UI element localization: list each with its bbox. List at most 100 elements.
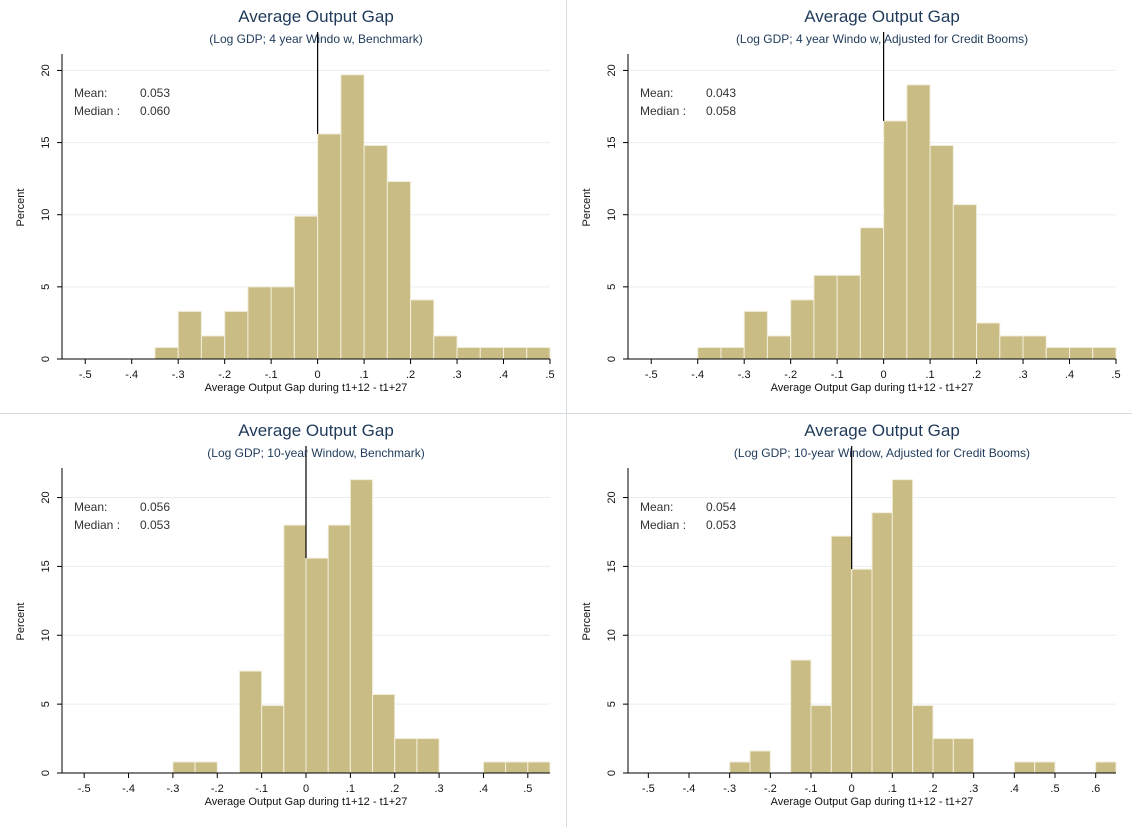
histogram-bar [317,133,342,360]
histogram-bar [503,346,528,360]
x-tick-label: .3 [452,369,461,381]
y-tick-label: 15 [40,560,52,572]
histogram-chart-2: -.5 -.4 -.3 -.2 -.1 0 .1 .2 .3 .4 .5 0 5 10 15 20 Averag… [581,7,1121,394]
histogram-bar [729,761,751,774]
y-tick-label: 0 [606,356,618,362]
histogram-bar [283,524,307,774]
histogram-bar [813,274,838,360]
y-tick-label: 0 [40,356,52,362]
histogram-bar [224,310,249,360]
x-tick-label: -.2 [784,369,797,381]
x-tick-label: .5 [545,369,554,381]
histogram-bar [327,524,351,774]
histogram-bar [851,568,873,774]
histogram-bar [1095,761,1117,774]
histogram-panel-1: -.5 -.4 -.3 -.2 -.1 0 .1 .2 .3 .4 .5 0 5 10 15 20 Averag… [0,0,566,413]
x-tick-label: 0 [315,369,321,381]
histogram-chart-4: -.5 -.4 -.3 -.2 -.1 0 .1 .2 .3 .4 .5 .6 0 5 10 15 20 Aver… [581,421,1117,808]
histogram-bar [177,310,202,360]
y-tick-label: 5 [40,284,52,290]
stat-mean-value: 0.053 [140,86,170,100]
chart-subtitle: (Log GDP; 10-year Window, Adjusted for C… [734,446,1030,460]
stat-mean-label: Mean: [74,86,107,100]
histogram-bar [154,346,179,360]
y-tick-label: 20 [40,64,52,76]
stat-mean-value: 0.043 [706,86,736,100]
y-tick-label: 5 [606,284,618,290]
x-tick-label: -.5 [79,369,92,381]
x-axis-label: Average Output Gap during t1+12 - t1+27 [205,382,408,394]
chart-title: Average Output Gap [238,421,394,440]
histogram-bar [976,322,1001,360]
x-tick-label: -.5 [642,783,655,795]
x-tick-label: .1 [346,783,355,795]
x-tick-label: .3 [1018,369,1027,381]
y-tick-label: 20 [606,64,618,76]
x-tick-label: -.2 [764,783,777,795]
stat-mean-value: 0.054 [706,500,736,514]
x-tick-label: .1 [926,369,935,381]
stat-median-label: Median : [74,104,120,118]
histogram-panel-3: -.5 -.4 -.3 -.2 -.1 0 .1 .2 .3 .4 .5 0 5 10 15 20 Averag… [0,414,566,827]
histogram-bar [932,738,954,774]
chart-title: Average Output Gap [804,7,960,26]
x-axis-label: Average Output Gap during t1+12 - t1+27 [205,796,408,808]
histogram-chart-1: -.5 -.4 -.3 -.2 -.1 0 .1 .2 .3 .4 .5 0 5 10 15 20 Averag… [15,7,555,394]
x-tick-label: -.3 [723,783,736,795]
x-tick-label: -.3 [172,369,185,381]
y-tick-label: 0 [606,770,618,776]
x-tick-label: -.2 [211,783,224,795]
histogram-bar [891,479,914,774]
stat-median-value: 0.053 [706,518,736,532]
histogram-bar [479,346,505,360]
histogram-bar [456,346,481,360]
x-tick-label: -.3 [166,783,179,795]
x-tick-label: .1 [360,369,369,381]
stat-median-label: Median : [74,518,120,532]
x-tick-label: .1 [888,783,897,795]
histogram-bar [1069,346,1094,360]
histogram-panel-2: -.5 -.4 -.3 -.2 -.1 0 .1 .2 .3 .4 .5 0 5 10 15 20 Averag… [566,0,1132,413]
x-axis-label: Average Output Gap during t1+12 - t1+27 [771,796,974,808]
y-tick-label: 10 [40,209,52,221]
y-axis-label: Percent [581,189,593,227]
x-tick-label: -.4 [125,369,138,381]
stat-mean-label: Mean: [74,500,107,514]
histogram-chart-3: -.5 -.4 -.3 -.2 -.1 0 .1 .2 .3 .4 .5 0 5 10 15 20 Averag… [15,421,551,808]
x-tick-label: .4 [1065,369,1074,381]
x-tick-label: .4 [479,783,488,795]
histogram-bar [416,738,440,774]
histogram-bar [305,557,329,774]
stat-median-value: 0.058 [706,104,736,118]
y-tick-label: 10 [606,209,618,221]
histogram-bar [929,144,954,360]
histogram-bar [749,750,771,774]
histogram-bar [372,693,396,774]
y-tick-label: 5 [40,701,52,707]
y-axis-label: Percent [15,603,27,641]
x-tick-label: .2 [406,369,415,381]
histogram-bar [410,299,435,360]
histogram-bar [386,181,412,360]
y-tick-label: 20 [40,491,52,503]
histogram-bar [836,274,861,360]
y-tick-label: 15 [606,560,618,572]
horizontal-divider [0,413,1132,414]
histogram-bar [859,227,885,360]
x-tick-label: .5 [523,783,532,795]
histogram-bar [293,215,319,360]
histogram-bar [912,705,934,774]
histogram-bar [247,286,272,360]
y-tick-label: 15 [606,136,618,148]
stat-median-value: 0.060 [140,104,170,118]
stat-mean-label: Mean: [640,86,673,100]
histogram-bar [790,659,812,774]
chart-subtitle: (Log GDP; 10-year Window, Benchmark) [207,446,424,460]
x-tick-label: 0 [303,783,309,795]
y-axis-label: Percent [15,189,27,227]
histogram-bar [766,335,792,360]
x-tick-label: -.3 [738,369,751,381]
y-tick-label: 10 [40,629,52,641]
histogram-bar [526,346,551,360]
